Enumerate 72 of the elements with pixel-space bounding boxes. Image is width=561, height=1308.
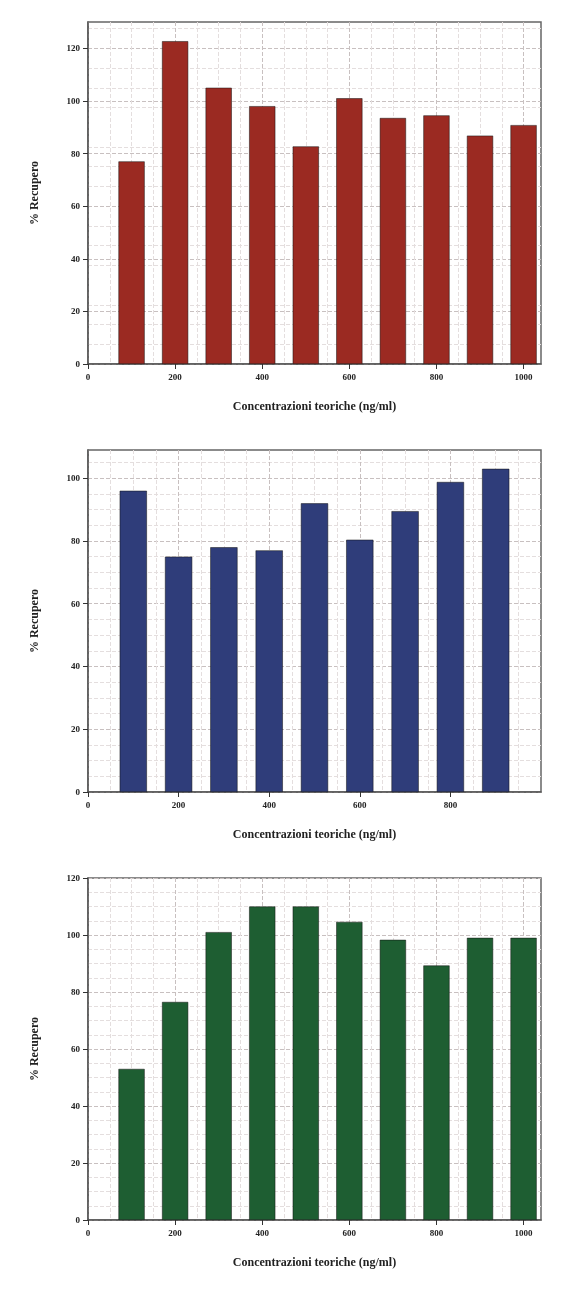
x-tick-label: 400: [255, 1227, 270, 1238]
y-tick-label: 80: [71, 987, 81, 997]
bar: [249, 906, 276, 1220]
y-tick-label: 100: [66, 95, 81, 106]
bar: [205, 87, 232, 364]
bar: [482, 468, 510, 792]
bar: [391, 511, 419, 792]
bar: [510, 937, 537, 1220]
bar: [379, 118, 406, 364]
bar: [210, 547, 238, 792]
bar: [118, 1068, 145, 1220]
bar: [336, 921, 363, 1220]
y-tick-label: 60: [71, 201, 81, 212]
bar: [119, 490, 147, 792]
x-axis-title: Concentrazioni teoriche (ng/ml): [232, 399, 397, 413]
bar: [255, 550, 283, 792]
y-tick-label: 20: [71, 1158, 81, 1168]
y-tick-label: 120: [66, 43, 81, 54]
y-tick-label: 60: [71, 1044, 81, 1054]
x-tick-label: 200: [168, 371, 183, 382]
bar: [292, 906, 319, 1220]
y-tick-label: 80: [71, 535, 81, 546]
y-tick-label: 20: [71, 724, 81, 735]
bar: [162, 1001, 189, 1220]
bar: [249, 106, 276, 364]
y-tick-label: 80: [71, 148, 81, 159]
bar: [292, 146, 319, 364]
x-tick-label: 400: [255, 371, 270, 382]
y-axis-title: % Recupero: [27, 588, 41, 654]
y-axis-title: % Recupero: [27, 1016, 41, 1082]
x-tick-label: 600: [342, 1227, 357, 1238]
bar: [379, 939, 406, 1220]
y-tick-label: 40: [71, 1101, 81, 1111]
bar: [466, 937, 494, 1220]
bar: [423, 965, 450, 1220]
x-tick-label: 0: [85, 1227, 91, 1238]
y-axis-title: % Recupero: [27, 160, 41, 226]
bar: [346, 539, 374, 792]
y-tick-label: 60: [71, 598, 81, 609]
bar: [165, 556, 193, 792]
x-tick-label: 1000: [514, 1227, 534, 1238]
x-tick-label: 200: [171, 799, 186, 810]
x-tick-label: 1000: [514, 371, 534, 382]
x-tick-label: 800: [443, 799, 458, 810]
y-tick-label: 40: [71, 253, 81, 264]
x-tick-label: 200: [168, 1227, 183, 1238]
y-tick-label: 20: [71, 306, 81, 317]
bar: [300, 503, 329, 792]
bar: [436, 482, 464, 792]
bar: [205, 932, 232, 1220]
x-tick-label: 800: [429, 371, 444, 382]
bar: [466, 135, 494, 364]
y-tick-label: 120: [66, 873, 81, 883]
y-tick-label: 0: [75, 787, 81, 797]
x-tick-label: 600: [342, 371, 357, 382]
x-tick-label: 0: [85, 371, 91, 382]
y-tick-label: 0: [75, 359, 81, 369]
x-tick-label: 600: [353, 799, 368, 810]
bar: [510, 125, 537, 364]
x-tick-label: 400: [262, 799, 277, 810]
bar: [336, 98, 363, 364]
y-tick-label: 40: [71, 661, 81, 672]
x-axis-title: Concentrazioni teoriche (ng/ml): [232, 1255, 397, 1269]
y-tick-label: 100: [66, 473, 81, 484]
bar: [118, 161, 145, 364]
x-tick-label: 800: [429, 1227, 444, 1238]
y-tick-label: 100: [66, 930, 81, 940]
y-tick-label: 0: [75, 1215, 81, 1225]
x-tick-label: 0: [85, 799, 91, 810]
bar: [162, 41, 189, 364]
x-axis-title: Concentrazioni teoriche (ng/ml): [232, 827, 397, 841]
bar: [423, 115, 450, 364]
